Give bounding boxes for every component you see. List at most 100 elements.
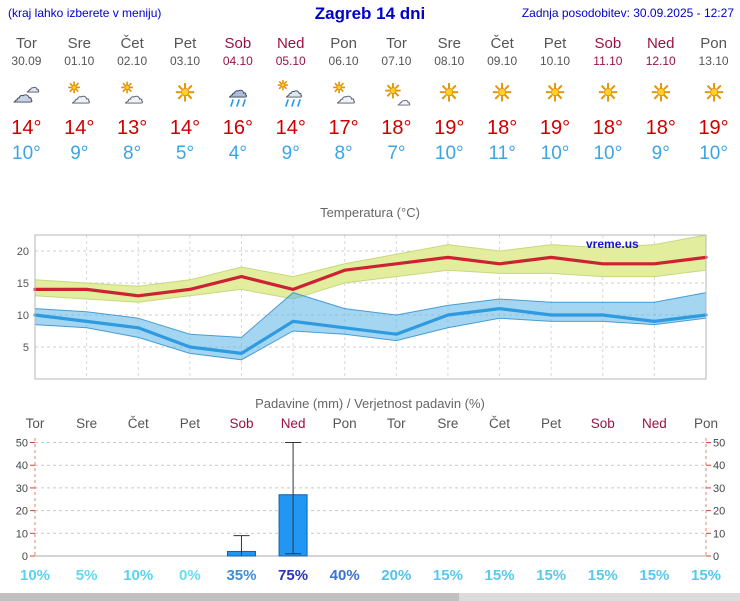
precip-y-axis-label-right: 0 bbox=[713, 551, 719, 563]
max-temperature: 18° bbox=[381, 117, 412, 140]
forecast-day-column: Čet 09.10 ☀ 18° 11° bbox=[476, 35, 529, 165]
precip-probability: 15% bbox=[433, 567, 463, 584]
precip-probability: 15% bbox=[588, 567, 618, 584]
day-date: 13.10 bbox=[698, 53, 729, 68]
precip-day-label: Sre bbox=[76, 416, 97, 431]
weather-icon-sunny: ☀ bbox=[174, 78, 196, 107]
max-temperature: 19° bbox=[434, 117, 465, 140]
day-name: Sre bbox=[437, 35, 461, 52]
forecast-day-column: Pet 03.10 ☀ 14° 5° bbox=[159, 35, 212, 165]
min-temperature: 10° bbox=[540, 143, 570, 165]
cloud-glyph: ☁ bbox=[72, 86, 91, 108]
weather-icon-cloudy: ☁☁ bbox=[13, 80, 40, 107]
precipitation-chart-block: Padavine (mm) / Verjetnost padavin (%) T… bbox=[0, 396, 740, 591]
page-header: (kraj lahko izberete v meniju) Zagreb 14… bbox=[0, 0, 740, 28]
precipitation-chart-title: Padavine (mm) / Verjetnost padavin (%) bbox=[255, 396, 485, 412]
forecast-day-column: Sre 08.10 ☀ 19° 10° bbox=[423, 35, 476, 165]
precip-probability: 5% bbox=[76, 567, 98, 584]
day-name: Tor bbox=[386, 35, 407, 52]
day-date: 08.10 bbox=[434, 53, 465, 68]
precip-probability: 0% bbox=[179, 567, 201, 584]
forecast-day-column: Sre 01.10 ☀ ☁ 14° 9° bbox=[53, 35, 106, 165]
min-temperature: 9° bbox=[70, 143, 89, 165]
tmax-line bbox=[33, 255, 708, 298]
watermark: vreme.us bbox=[586, 237, 639, 251]
day-name: Sob bbox=[594, 35, 622, 52]
cloud-glyph: ☁ bbox=[398, 94, 411, 108]
sun-glyph: ☀ bbox=[174, 79, 196, 107]
precip-day-label: Sre bbox=[437, 416, 458, 431]
day-date: 12.10 bbox=[645, 53, 676, 68]
weather-icon-sunny: ☀ bbox=[438, 78, 461, 107]
min-temperature: 8° bbox=[123, 143, 142, 165]
horizontal-scrollbar[interactable] bbox=[0, 593, 740, 601]
max-temperature: 18° bbox=[592, 117, 623, 140]
precip-day-label: Ned bbox=[642, 416, 667, 431]
day-date: 11.10 bbox=[593, 53, 623, 68]
precip-day-label: Pon bbox=[333, 416, 357, 431]
forecast-day-column: Ned 12.10 ☀ 18° 9° bbox=[634, 35, 687, 165]
day-name: Tor bbox=[16, 35, 37, 52]
temp-y-axis-label: 10 bbox=[17, 310, 29, 322]
forecast-day-column: Sob 11.10 ☀ 18° 10° bbox=[581, 35, 634, 165]
cloud-glyph: ☁ bbox=[336, 86, 355, 108]
sun-glyph: ☀ bbox=[491, 79, 513, 107]
precip-day-label: Čet bbox=[489, 416, 510, 431]
day-date: 09.10 bbox=[487, 53, 518, 68]
cloud-glyph: ☁ bbox=[285, 82, 302, 102]
day-name: Sob bbox=[224, 35, 252, 52]
precip-probability: 75% bbox=[278, 567, 308, 584]
sun-glyph: ☀ bbox=[439, 79, 461, 107]
weather-icon-sunny: ☀ bbox=[702, 78, 724, 107]
precip-day-label: Pet bbox=[541, 416, 562, 431]
forecast-day-column: Pet 10.10 ☀ 19° 10° bbox=[529, 35, 582, 165]
precip-y-axis-label-right: 30 bbox=[713, 483, 725, 495]
temperature-chart-title: Temperatura (°C) bbox=[320, 205, 420, 221]
sun-glyph: ☀ bbox=[277, 79, 289, 94]
forecast-day-column: Tor 30.09 ☁ ☁ 14° 10° bbox=[0, 35, 53, 165]
precip-probability: 35% bbox=[226, 567, 256, 584]
max-temperature: 18° bbox=[645, 117, 676, 140]
min-temperature: 4° bbox=[228, 143, 247, 165]
precip-day-label: Pon bbox=[694, 416, 718, 431]
precip-day-label: Tor bbox=[26, 416, 45, 431]
precip-y-axis-label-left: 0 bbox=[22, 551, 28, 563]
day-date: 10.10 bbox=[539, 53, 570, 68]
day-name: Čet bbox=[120, 35, 144, 52]
precip-y-axis-label-right: 10 bbox=[713, 528, 725, 540]
day-name: Pet bbox=[173, 35, 197, 52]
temperature-chart-block: Temperatura (°C) 5 10 15 20 vreme.us bbox=[0, 205, 740, 388]
precip-day-label: Tor bbox=[387, 416, 406, 431]
precip-y-axis-label-left: 30 bbox=[16, 483, 28, 495]
max-temperature: 19° bbox=[539, 117, 571, 140]
tmin-line bbox=[33, 307, 708, 356]
weather-icon-mostly-sunny: ☀☁ bbox=[384, 78, 411, 109]
min-temperature: 10° bbox=[12, 143, 41, 165]
day-date: 01.10 bbox=[64, 53, 95, 68]
precip-y-axis-label-left: 20 bbox=[16, 506, 28, 518]
min-temperature: 9° bbox=[651, 143, 670, 165]
cloud-glyph: ☁ bbox=[125, 86, 144, 108]
precip-probability: 10% bbox=[123, 567, 153, 584]
max-temperature: 16° bbox=[222, 117, 253, 140]
sun-glyph: ☀ bbox=[544, 79, 566, 107]
cloud-glyph: ☁ bbox=[13, 83, 33, 107]
min-temperature: 10° bbox=[699, 143, 728, 165]
day-date: 04.10 bbox=[222, 53, 253, 68]
forecast-day-column: Pon 13.10 ☀ 19° 10° bbox=[687, 35, 740, 165]
max-temperature: 14° bbox=[11, 117, 42, 140]
precip-day-label: Čet bbox=[128, 416, 149, 431]
forecast-day-column: Pon 06.10 ☀ ☁ 17° 8° bbox=[317, 35, 370, 165]
day-name: Ned bbox=[276, 35, 305, 52]
weather-icon-partly: ☀☁ bbox=[120, 78, 144, 108]
day-name: Pon bbox=[330, 35, 357, 52]
scrollbar-thumb[interactable] bbox=[0, 593, 459, 601]
precip-y-axis-label-left: 50 bbox=[16, 438, 28, 450]
precip-probability: 20% bbox=[381, 567, 411, 584]
day-date: 07.10 bbox=[381, 53, 412, 68]
temp-y-axis-label: 15 bbox=[17, 278, 29, 290]
day-name: Ned bbox=[646, 35, 675, 52]
max-temperature: 13° bbox=[117, 117, 148, 140]
sun-glyph: ☀ bbox=[68, 79, 81, 97]
rain-drops-icon bbox=[230, 98, 246, 107]
